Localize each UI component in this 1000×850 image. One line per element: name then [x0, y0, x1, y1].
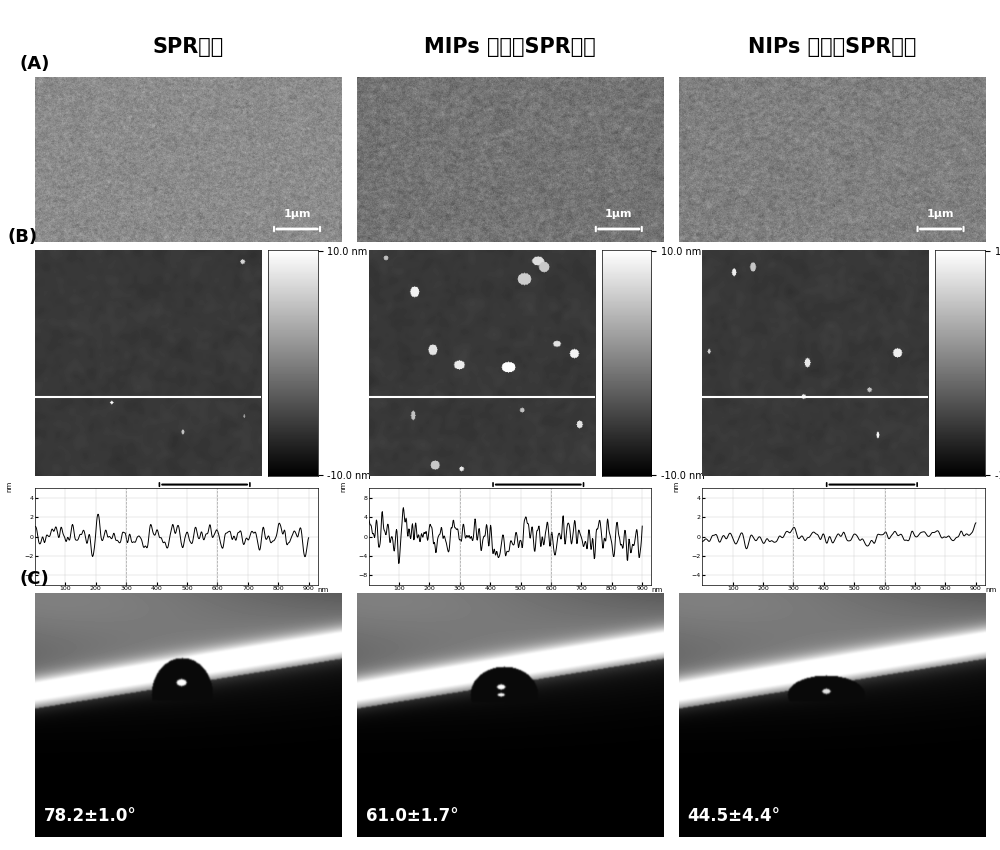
- Text: NIPs 修饰的SPR芯片: NIPs 修饰的SPR芯片: [748, 37, 916, 57]
- Y-axis label: nm: nm: [674, 481, 680, 492]
- Y-axis label: nm: nm: [340, 481, 346, 492]
- Text: 1μm: 1μm: [927, 209, 954, 219]
- Y-axis label: nm: nm: [6, 481, 12, 492]
- Text: 200.0 nm: 200.0 nm: [849, 494, 895, 503]
- Text: MIPs 修饰的SPR芯片: MIPs 修饰的SPR芯片: [424, 37, 596, 57]
- Text: 1μm: 1μm: [605, 209, 633, 219]
- Text: SPR芯片: SPR芯片: [153, 37, 224, 57]
- Text: (C): (C): [20, 570, 49, 588]
- Text: 61.0±1.7°: 61.0±1.7°: [366, 807, 459, 825]
- Text: 44.5±4.4°: 44.5±4.4°: [688, 807, 781, 825]
- Text: 1μm: 1μm: [283, 209, 311, 219]
- Text: Height Sensor: Height Sensor: [707, 494, 776, 503]
- Text: Height Sensor: Height Sensor: [40, 494, 108, 503]
- Text: (A): (A): [20, 55, 50, 73]
- Text: 200.0 nm: 200.0 nm: [181, 494, 228, 503]
- Text: 78.2±1.0°: 78.2±1.0°: [44, 807, 137, 825]
- X-axis label: nm: nm: [985, 587, 996, 593]
- X-axis label: nm: nm: [651, 587, 663, 593]
- Text: Height Sensor: Height Sensor: [373, 494, 442, 503]
- X-axis label: nm: nm: [318, 587, 329, 593]
- Text: 200.0 nm: 200.0 nm: [515, 494, 562, 503]
- Text: (B): (B): [8, 228, 38, 246]
